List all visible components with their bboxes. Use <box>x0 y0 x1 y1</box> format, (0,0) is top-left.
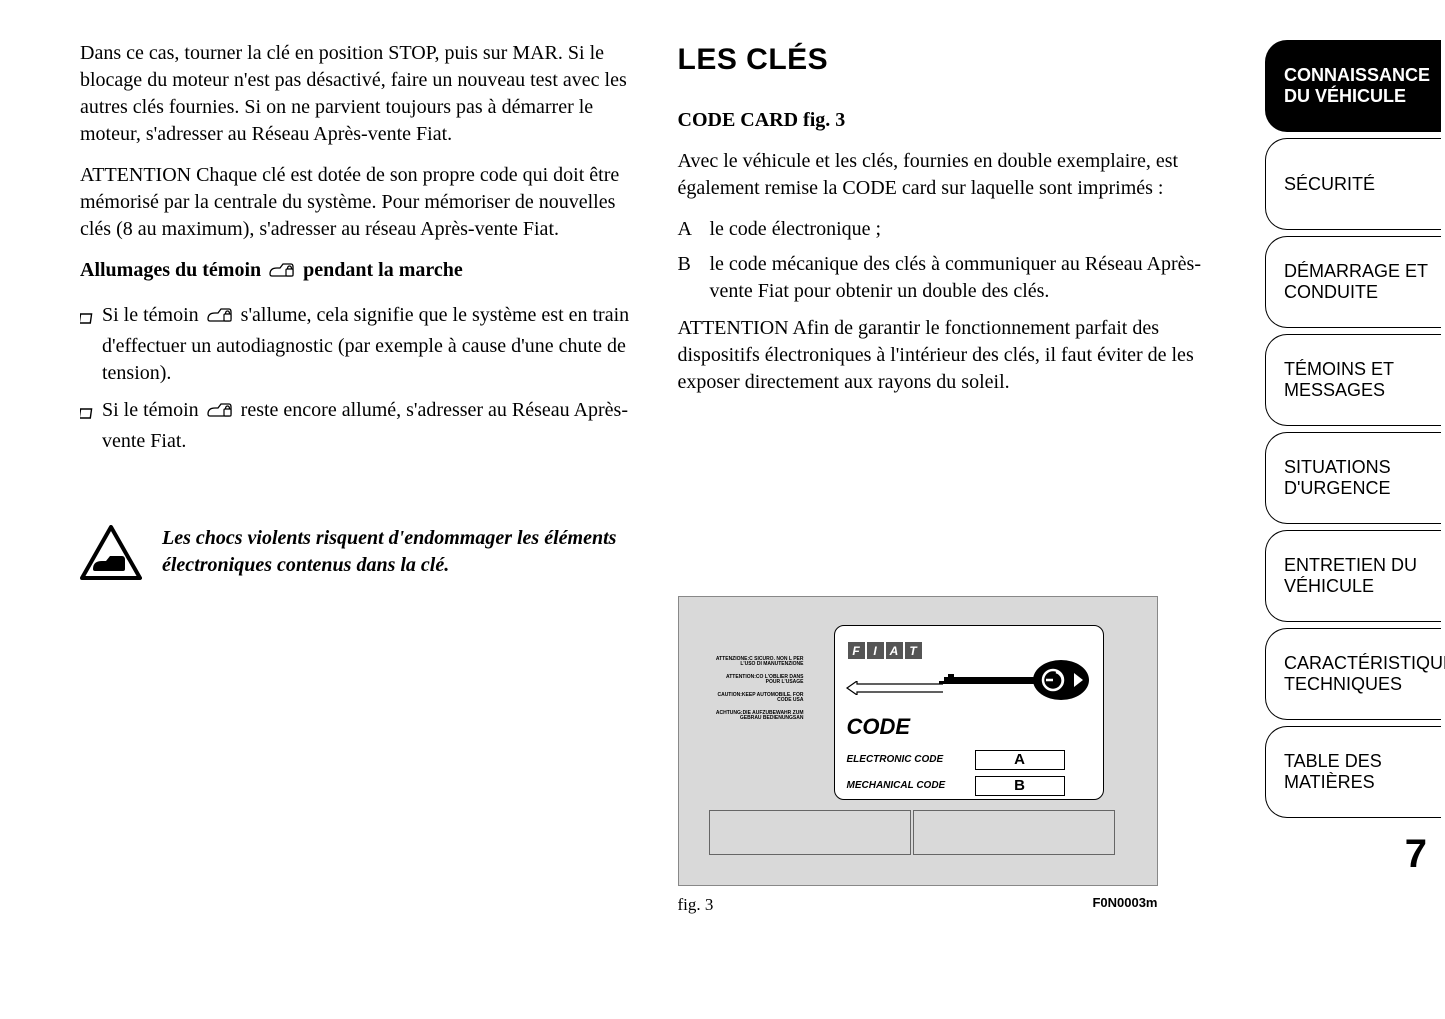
arrow-left-icon <box>845 681 945 695</box>
bullet-marker-icon <box>80 306 94 387</box>
page-number: 7 <box>1265 832 1441 877</box>
tab-label: ENTRETIEN DU VÉHICULE <box>1284 555 1431 596</box>
tab-label: CONNAISSANCE DU VÉHICULE <box>1284 65 1431 106</box>
figure-caption-row: fig. 3 F0N0003m <box>678 894 1158 917</box>
bullet-2-text: Si le témoin reste encore allumé, s'adre… <box>102 397 638 455</box>
electronic-code-row: ELECTRONIC CODE A <box>847 750 1091 770</box>
electronic-code-field: A <box>975 750 1065 770</box>
side-text-4: ACHTUNG:DIE AUFZUBEWAHR ZUM GEBRAU BEDIE… <box>714 711 804 721</box>
tab-label: SÉCURITÉ <box>1284 174 1375 195</box>
para-stop-mar: Dans ce cas, tourner la clé en position … <box>80 40 638 148</box>
tab-caracteristiques[interactable]: CARACTÉRISTIQUES TECHNIQUES <box>1265 628 1441 720</box>
tab-temoins[interactable]: TÉMOINS ET MESSAGES <box>1265 334 1441 426</box>
fiat-letter: I <box>866 641 885 660</box>
tab-label: CARACTÉRISTIQUES TECHNIQUES <box>1284 653 1445 694</box>
code-card: F I A T <box>834 625 1104 800</box>
tab-label: DÉMARRAGE ET CONDUITE <box>1284 261 1431 302</box>
tab-label: TABLE DES MATIÈRES <box>1284 751 1431 792</box>
code-word: CODE <box>847 712 1091 742</box>
bottom-cell <box>709 810 911 855</box>
side-text-1: ATTENZIONE:C SICURO. NON L PER L'USO DI … <box>714 657 804 667</box>
card-side-warnings: ATTENZIONE:C SICURO. NON L PER L'USO DI … <box>714 657 804 729</box>
tab-label: SITUATIONS D'URGENCE <box>1284 457 1431 498</box>
attention-sun: ATTENTION Afin de garantir le fonctionne… <box>678 315 1236 396</box>
warning-text: Les chocs violents risquent d'endommager… <box>162 525 638 579</box>
left-column: Dans ce cas, tourner la clé en position … <box>80 40 638 999</box>
fiat-letter: F <box>847 641 866 660</box>
warning-block: Les chocs violents risquent d'endommager… <box>80 525 638 581</box>
section-title: LES CLÉS <box>678 40 1236 81</box>
tab-connaissance[interactable]: CONNAISSANCE DU VÉHICULE <box>1265 40 1441 132</box>
content-columns: Dans ce cas, tourner la clé en position … <box>0 0 1265 1019</box>
sub-suffix: pendant la marche <box>303 259 463 281</box>
item-b-label: B <box>678 251 696 305</box>
code-card-heading: CODE CARD fig. 3 <box>678 107 1236 134</box>
electronic-code-label: ELECTRONIC CODE <box>847 753 967 767</box>
fiat-logo: F I A T <box>847 641 923 660</box>
warning-triangle-icon <box>80 525 142 581</box>
figure-caption: fig. 3 <box>678 894 714 917</box>
side-text-2: ATTENTION:CO L'OBLIER DANS POUR L'USAGE <box>714 675 804 685</box>
page-root: Dans ce cas, tourner la clé en position … <box>0 0 1445 1019</box>
b1-prefix: Si le témoin <box>102 304 204 326</box>
tab-entretien[interactable]: ENTRETIEN DU VÉHICULE <box>1265 530 1441 622</box>
side-text-3: CAUTION:KEEP AUTOMOBILE. FOR CODE USA <box>714 693 804 703</box>
sub-prefix: Allumages du témoin <box>80 259 266 281</box>
bullet-item-2: Si le témoin reste encore allumé, s'adre… <box>80 397 638 455</box>
item-b: B le code mécanique des clés à communiqu… <box>678 251 1236 305</box>
tab-table-matieres[interactable]: TABLE DES MATIÈRES <box>1265 726 1441 818</box>
item-a-text: le code électronique ; <box>710 216 882 243</box>
tab-securite[interactable]: SÉCURITÉ <box>1265 138 1441 230</box>
mechanical-code-field: B <box>975 776 1065 796</box>
figure-box: ATTENZIONE:C SICURO. NON L PER L'USO DI … <box>678 596 1158 886</box>
car-lock-icon <box>206 305 234 333</box>
car-lock-icon <box>206 400 234 428</box>
figure-ref: F0N0003m <box>1092 894 1157 917</box>
b2-prefix: Si le témoin <box>102 399 204 421</box>
bullet-marker-icon <box>80 401 94 455</box>
bullet-item-1: Si le témoin s'allume, cela signifie que… <box>80 302 638 387</box>
fiat-letter: T <box>904 641 923 660</box>
mechanical-code-label: MECHANICAL CODE <box>847 779 967 793</box>
item-a: A le code électronique ; <box>678 216 1236 243</box>
tab-demarrage[interactable]: DÉMARRAGE ET CONDUITE <box>1265 236 1441 328</box>
key-icon <box>936 658 1091 703</box>
figure-block: ATTENZIONE:C SICURO. NON L PER L'USO DI … <box>678 596 1236 917</box>
side-tabs: CONNAISSANCE DU VÉHICULE SÉCURITÉ DÉMARR… <box>1265 0 1445 1019</box>
para-attention-key-code: ATTENTION Chaque clé est dotée de son pr… <box>80 162 638 243</box>
car-lock-icon <box>268 260 296 288</box>
fiat-letter: A <box>885 641 904 660</box>
subheading-allumages: Allumages du témoin pendant la marche <box>80 257 638 288</box>
code-card-intro: Avec le véhicule et les clés, fournies e… <box>678 148 1236 202</box>
item-b-text: le code mécanique des clés à communiquer… <box>710 251 1236 305</box>
tab-urgence[interactable]: SITUATIONS D'URGENCE <box>1265 432 1441 524</box>
tab-label: TÉMOINS ET MESSAGES <box>1284 359 1431 400</box>
bullet-1-text: Si le témoin s'allume, cela signifie que… <box>102 302 638 387</box>
right-column: LES CLÉS CODE CARD fig. 3 Avec le véhicu… <box>678 40 1236 999</box>
bottom-cell <box>913 810 1115 855</box>
mechanical-code-row: MECHANICAL CODE B <box>847 776 1091 796</box>
item-a-label: A <box>678 216 696 243</box>
bottom-cells <box>709 810 1115 855</box>
